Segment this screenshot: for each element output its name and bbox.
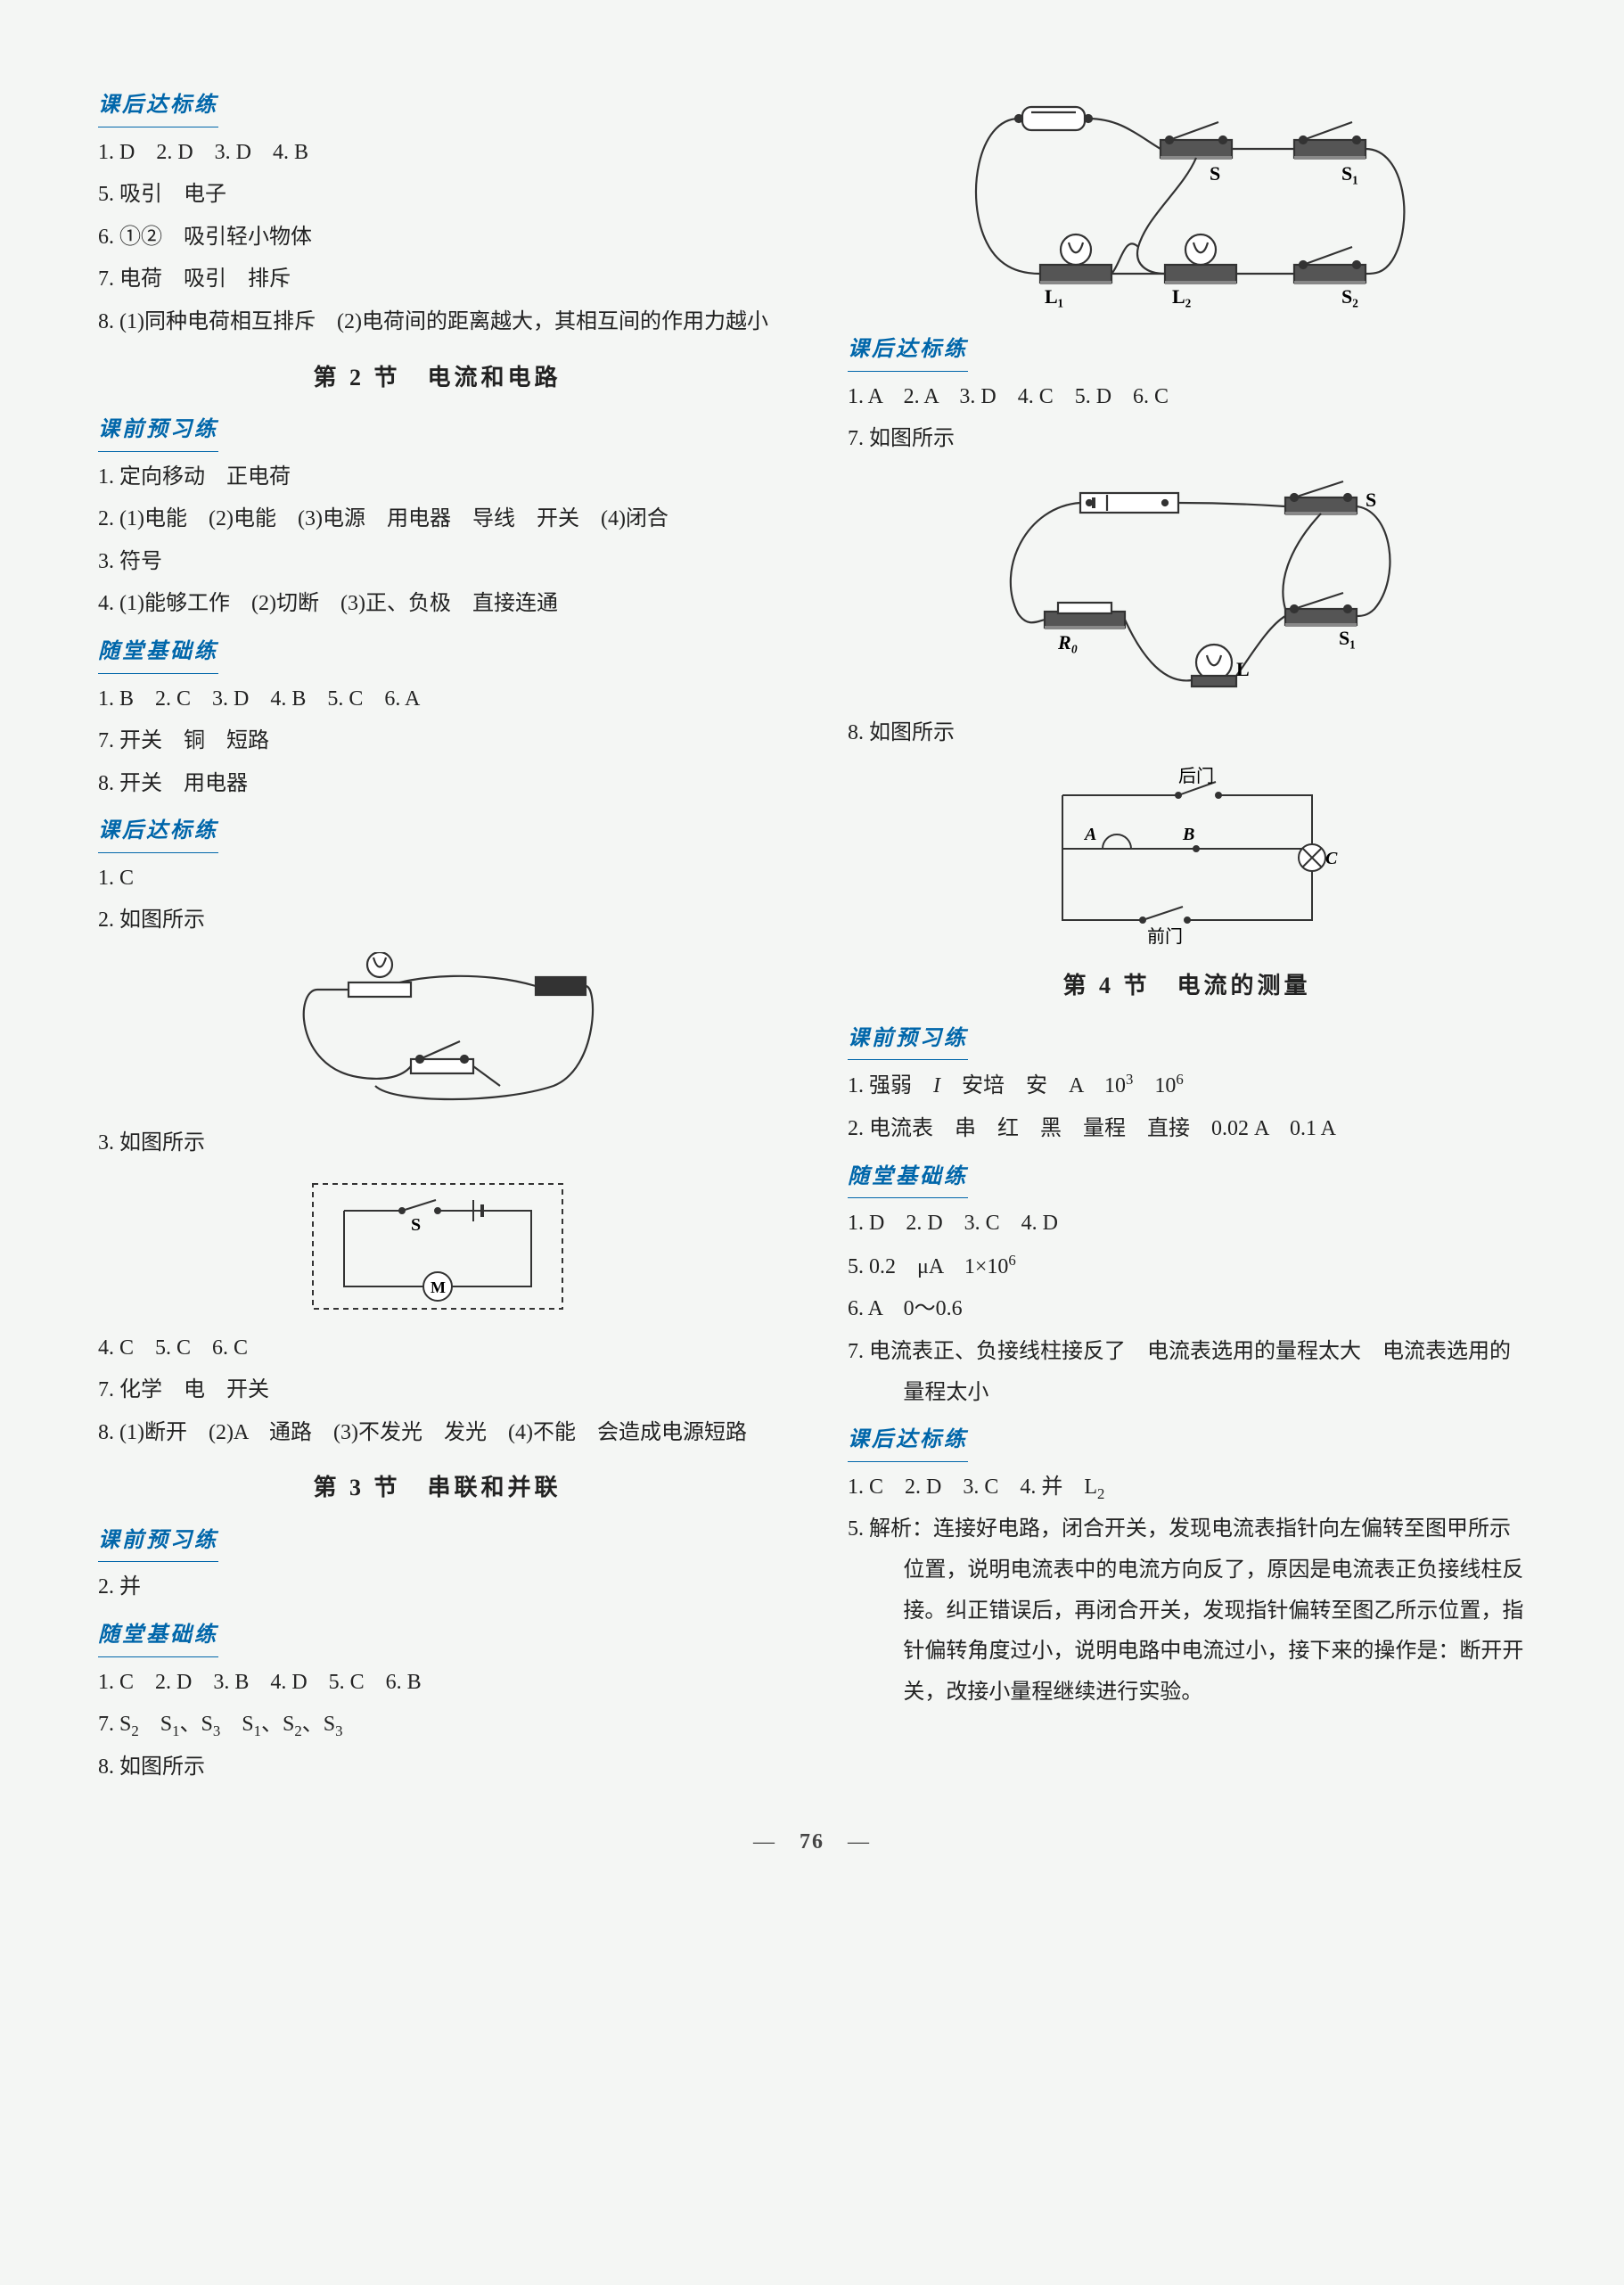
header-s5: 课前预习练 xyxy=(98,1521,218,1563)
label-R0: R₀ xyxy=(1057,631,1078,653)
answer-line: 1. D 2. D 3. C 4. D xyxy=(848,1204,1526,1245)
section-title-4: 第 4 节 电流的测量 xyxy=(848,964,1526,1007)
text: 、S xyxy=(302,1713,335,1736)
label-S: S xyxy=(1210,162,1220,185)
section-title-3: 第 3 节 串联和并联 xyxy=(98,1466,776,1509)
text: 、S xyxy=(180,1713,213,1736)
header-s7: 课后达标练 xyxy=(848,330,968,372)
label-L2: L₂ xyxy=(1172,285,1192,308)
answer-line: 2. 并 xyxy=(98,1567,776,1608)
page-content: 课后达标练 1. D 2. D 3. D 4. B 5. 吸引 电子 6. ①②… xyxy=(98,80,1526,1790)
text: 1. C 2. D 3. C 4. 并 L xyxy=(848,1475,1097,1499)
right-column: S S₁ S₂ L₁ L₂ 课后达标练 1. A 2. A 3. D 4. C … xyxy=(839,80,1526,1790)
answer-line: 6. A 0～0.6 xyxy=(848,1289,1526,1330)
sup: 6 xyxy=(1176,1071,1183,1088)
answer-line: 1. 强弱 I 安培 安 A 103 106 xyxy=(848,1065,1526,1107)
text: 7. S xyxy=(98,1713,131,1736)
label-S2: S₂ xyxy=(1341,285,1358,308)
page-number: — 76 — xyxy=(98,1822,1526,1863)
label-C: C xyxy=(1325,849,1338,868)
label-M: M xyxy=(431,1278,446,1296)
answer-line: 1. C 2. D 3. B 4. D 5. C 6. B xyxy=(98,1663,776,1704)
answer-line: 7. S2 S1、S3 S1、S2、S3 xyxy=(98,1705,776,1746)
header-s8: 课前预习练 xyxy=(848,1019,968,1061)
text: S xyxy=(220,1713,253,1736)
label-S: S xyxy=(411,1215,421,1235)
sub: 2 xyxy=(131,1722,138,1739)
label-L: L xyxy=(1236,658,1250,680)
header-s4: 课后达标练 xyxy=(98,811,218,853)
answer-line: 1. C 2. D 3. C 4. 并 L2 xyxy=(848,1467,1526,1508)
text: 安培 安 A 10 xyxy=(940,1074,1126,1097)
header-s9: 随堂基础练 xyxy=(848,1157,968,1199)
answer-line: 3. 如图所示 xyxy=(98,1123,776,1164)
label-S: S xyxy=(1366,489,1376,511)
label-S1: S₁ xyxy=(1341,162,1358,185)
answer-line: 4. (1)能够工作 (2)切断 (3)正、负极 直接连通 xyxy=(98,584,776,625)
answer-line: 7. 化学 电 开关 xyxy=(98,1370,776,1411)
answer-line: 5. 吸引 电子 xyxy=(98,175,776,216)
answer-line: 2. 如图所示 xyxy=(98,900,776,941)
section-title-2: 第 2 节 电流和电路 xyxy=(98,356,776,399)
answer-line: 8. (1)断开 (2)A 通路 (3)不发光 发光 (4)不能 会造成电源短路 xyxy=(98,1413,776,1454)
answer-line: 1. C xyxy=(98,859,776,900)
answer-line: 7. 电流表正、负接线柱接反了 电流表选用的量程太大 电流表选用的量程太小 xyxy=(848,1332,1526,1413)
header-s2: 课前预习练 xyxy=(98,410,218,452)
text: S xyxy=(139,1713,172,1736)
answer-line: 2. 电流表 串 红 黑 量程 直接 0.02 A 0.1 A xyxy=(848,1109,1526,1150)
text: 10 xyxy=(1133,1074,1176,1097)
label-B: B xyxy=(1182,825,1194,844)
header-s1: 课后达标练 xyxy=(98,86,218,127)
circuit-figure-top: S S₁ S₂ L₁ L₂ xyxy=(942,91,1432,314)
answer-line: 7. 如图所示 xyxy=(848,419,1526,460)
label-L1: L₁ xyxy=(1045,285,1063,308)
circuit-figure-1 xyxy=(268,952,607,1113)
text: 5. 0.2 μA 1×10 xyxy=(848,1255,1008,1278)
label-front: 前门 xyxy=(1147,926,1183,947)
sub: 3 xyxy=(213,1722,220,1739)
answer-line: 7. 电荷 吸引 排斥 xyxy=(98,259,776,300)
answer-line: 7. 开关 铜 短路 xyxy=(98,721,776,762)
answer-line: 1. A 2. A 3. D 4. C 5. D 6. C xyxy=(848,377,1526,418)
text: 1. 强弱 xyxy=(848,1074,933,1097)
answer-line: 6. ①② 吸引轻小物体 xyxy=(98,218,776,259)
label-back: 后门 xyxy=(1178,766,1214,786)
answer-line: 4. C 5. C 6. C xyxy=(98,1328,776,1369)
answer-line: 5. 解析：连接好电路，闭合开关，发现电流表指针向左偏转至图甲所示位置，说明电流… xyxy=(848,1509,1526,1713)
sub: 1 xyxy=(254,1722,261,1739)
answer-line: 8. 开关 用电器 xyxy=(98,764,776,805)
text: I xyxy=(933,1074,940,1097)
text: 、S xyxy=(261,1713,294,1736)
left-column: 课后达标练 1. D 2. D 3. D 4. B 5. 吸引 电子 6. ①②… xyxy=(98,80,785,1790)
header-s6: 随堂基础练 xyxy=(98,1615,218,1657)
answer-line: 3. 符号 xyxy=(98,542,776,583)
sub: 1 xyxy=(172,1722,179,1739)
sub: 2 xyxy=(1097,1485,1104,1502)
answer-line: 1. B 2. C 3. D 4. B 5. C 6. A xyxy=(98,679,776,720)
answer-line: 8. 如图所示 xyxy=(848,713,1526,754)
sub: 2 xyxy=(294,1722,301,1739)
header-s10: 课后达标练 xyxy=(848,1420,968,1462)
label-S1: S₁ xyxy=(1339,627,1356,649)
answer-line: 5. 0.2 μA 1×106 xyxy=(848,1246,1526,1288)
answer-line: 8. 如图所示 xyxy=(98,1747,776,1788)
answer-line: 2. (1)电能 (2)电能 (3)电源 用电器 导线 开关 (4)闭合 xyxy=(98,499,776,540)
answer-line: 1. D 2. D 3. D 4. B xyxy=(98,133,776,174)
header-s3: 随堂基础练 xyxy=(98,632,218,674)
label-A: A xyxy=(1083,825,1096,844)
circuit-figure-8: 后门 前门 A B C xyxy=(1036,764,1339,951)
sub: 3 xyxy=(335,1722,342,1739)
circuit-figure-2: S M xyxy=(304,1175,571,1318)
circuit-figure-7: S S₁ R₀ L xyxy=(956,471,1419,703)
answer-line: 1. 定向移动 正电荷 xyxy=(98,457,776,498)
answer-line: 8. (1)同种电荷相互排斥 (2)电荷间的距离越大，其相互间的作用力越小 xyxy=(98,302,776,343)
sup: 6 xyxy=(1008,1252,1015,1269)
page-number-value: 76 xyxy=(800,1830,824,1853)
